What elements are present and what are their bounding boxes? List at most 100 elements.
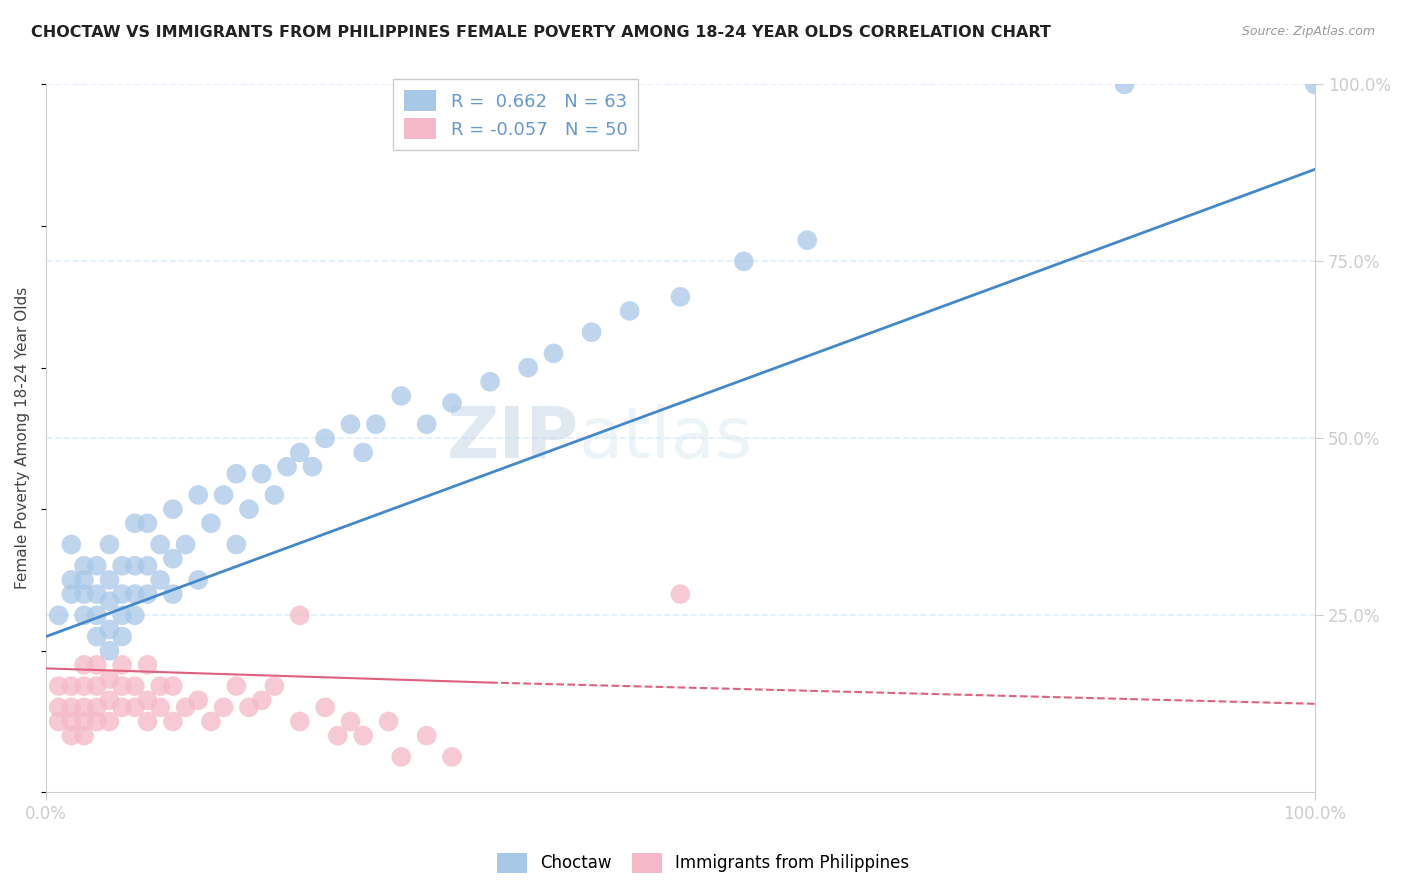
Legend: R =  0.662   N = 63, R = -0.057   N = 50: R = 0.662 N = 63, R = -0.057 N = 50 [392, 79, 638, 150]
Point [73, 657, 96, 672]
Point [187, 488, 209, 502]
Point [162, 551, 184, 566]
Point [86, 587, 108, 601]
Point [98, 714, 121, 729]
Point [250, 467, 273, 481]
Text: CHOCTAW VS IMMIGRANTS FROM PHILIPPINES FEMALE POVERTY AMONG 18-24 YEAR OLDS CORR: CHOCTAW VS IMMIGRANTS FROM PHILIPPINES F… [31, 25, 1050, 40]
Point [377, 714, 399, 729]
Point [263, 679, 285, 693]
Point [669, 290, 692, 304]
Point [124, 679, 146, 693]
Point [98, 573, 121, 587]
Point [149, 700, 172, 714]
Point [162, 502, 184, 516]
Point [314, 431, 336, 445]
Point [479, 375, 502, 389]
Point [136, 558, 159, 573]
Point [48, 679, 70, 693]
Point [174, 537, 197, 551]
Point [200, 516, 222, 531]
Text: ZIP: ZIP [447, 404, 579, 473]
Point [111, 679, 134, 693]
Point [48, 714, 70, 729]
Point [73, 587, 96, 601]
Point [86, 679, 108, 693]
Point [415, 729, 437, 743]
Point [73, 679, 96, 693]
Point [288, 608, 311, 623]
Point [98, 644, 121, 658]
Point [73, 608, 96, 623]
Point [212, 488, 235, 502]
Point [288, 445, 311, 459]
Point [111, 630, 134, 644]
Point [733, 254, 755, 268]
Point [60, 714, 83, 729]
Point [136, 516, 159, 531]
Y-axis label: Female Poverty Among 18-24 Year Olds: Female Poverty Among 18-24 Year Olds [15, 287, 30, 590]
Point [98, 623, 121, 637]
Point [263, 488, 285, 502]
Point [60, 700, 83, 714]
Point [73, 573, 96, 587]
Point [98, 693, 121, 707]
Point [326, 729, 349, 743]
Point [98, 537, 121, 551]
Point [339, 714, 361, 729]
Point [149, 679, 172, 693]
Point [162, 587, 184, 601]
Point [111, 700, 134, 714]
Point [124, 587, 146, 601]
Legend: Choctaw, Immigrants from Philippines: Choctaw, Immigrants from Philippines [491, 847, 915, 880]
Point [238, 502, 260, 516]
Point [517, 360, 540, 375]
Point [98, 594, 121, 608]
Point [136, 587, 159, 601]
Point [162, 714, 184, 729]
Point [124, 700, 146, 714]
Point [60, 679, 83, 693]
Point [136, 693, 159, 707]
Point [60, 573, 83, 587]
Point [149, 537, 172, 551]
Point [111, 558, 134, 573]
Point [124, 608, 146, 623]
Point [1114, 78, 1136, 92]
Point [669, 587, 692, 601]
Point [288, 714, 311, 729]
Point [73, 729, 96, 743]
Point [352, 445, 374, 459]
Point [86, 700, 108, 714]
Point [389, 389, 412, 403]
Point [73, 714, 96, 729]
Point [111, 608, 134, 623]
Point [73, 700, 96, 714]
Point [48, 700, 70, 714]
Point [86, 630, 108, 644]
Point [796, 233, 818, 247]
Point [225, 467, 247, 481]
Point [124, 516, 146, 531]
Point [301, 459, 323, 474]
Point [174, 700, 197, 714]
Point [187, 573, 209, 587]
Point [1303, 78, 1326, 92]
Point [225, 537, 247, 551]
Point [86, 657, 108, 672]
Point [86, 608, 108, 623]
Point [250, 693, 273, 707]
Point [86, 714, 108, 729]
Point [352, 729, 374, 743]
Point [98, 672, 121, 686]
Point [276, 459, 298, 474]
Point [111, 587, 134, 601]
Point [60, 587, 83, 601]
Point [440, 396, 463, 410]
Point [339, 417, 361, 432]
Point [238, 700, 260, 714]
Point [162, 679, 184, 693]
Point [200, 714, 222, 729]
Point [225, 679, 247, 693]
Point [187, 693, 209, 707]
Point [581, 325, 603, 339]
